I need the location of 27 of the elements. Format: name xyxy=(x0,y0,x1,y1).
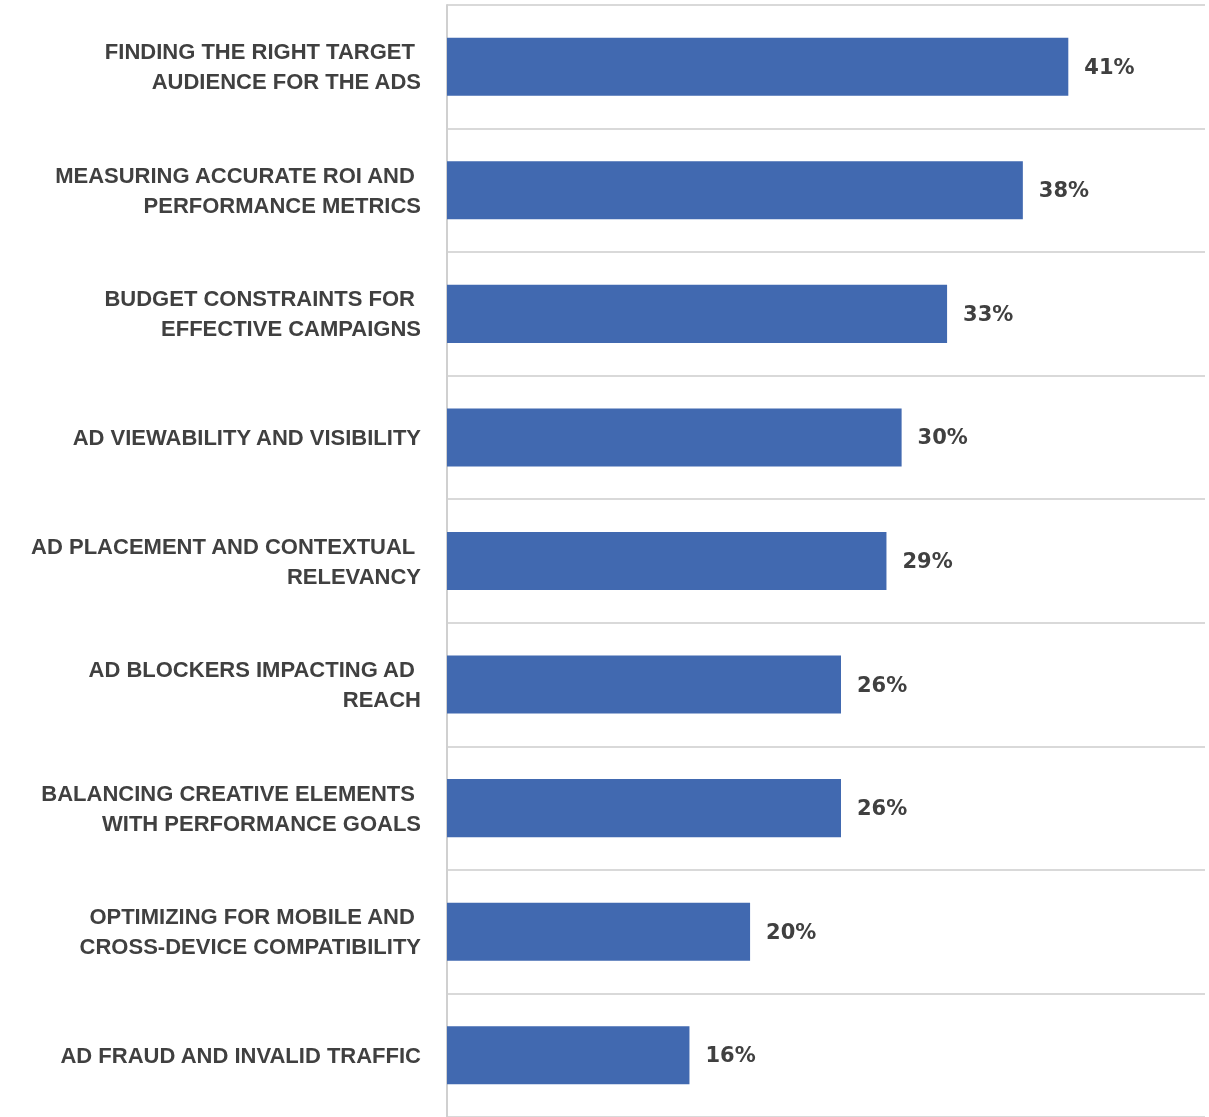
y-tick-label: MEASURING ACCURATE ROI AND PERFORMANCE METRICS xyxy=(55,162,421,218)
y-tick-label: AD FRAUD AND INVALID TRAFFIC xyxy=(60,1042,422,1068)
y-tick-label: BALANCING CREATIVE ELEMENTS WITH PERFORMANCE GOALS xyxy=(41,780,421,836)
data-label: 30% xyxy=(917,425,968,450)
data-label: 38% xyxy=(1038,178,1090,203)
y-tick-label: AD BLOCKERS IMPACTING AD REACH xyxy=(88,657,421,713)
data-label: 41% xyxy=(1084,54,1135,79)
y-tick-label: AD VIEWABILITY AND VISIBILITY xyxy=(72,424,422,450)
bar xyxy=(447,902,751,961)
bar xyxy=(447,408,902,467)
data-label: 20% xyxy=(766,919,817,944)
bar xyxy=(447,1026,690,1085)
bar xyxy=(447,37,1069,96)
bar xyxy=(447,779,841,838)
data-label: 26% xyxy=(857,796,908,821)
data-label: 16% xyxy=(705,1043,756,1068)
bar xyxy=(447,531,887,591)
y-tick-label: FINDING THE RIGHT TARGET AUDIENCE FOR THE ADS xyxy=(104,39,421,95)
y-tick-label: BUDGET CONSTRAINTS FOR EFFECTIVE CAMPAIGNS xyxy=(104,286,421,342)
y-tick-label: OPTIMIZING FOR MOBILE AND CROSS-DEVICE COMPATIBILITY xyxy=(79,904,422,960)
data-label: 29% xyxy=(902,549,953,573)
data-label: 33% xyxy=(963,301,1014,326)
bar xyxy=(447,161,1023,220)
data-label: 26% xyxy=(857,672,908,697)
bar xyxy=(447,284,948,343)
y-tick-label: AD PLACEMENT AND CONTEXTUAL RELEVANCY xyxy=(31,533,422,589)
bar xyxy=(447,655,841,714)
